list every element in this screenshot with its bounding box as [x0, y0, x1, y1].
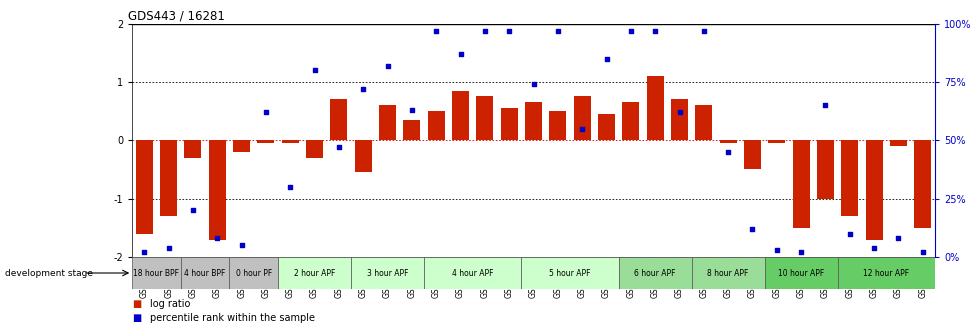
Text: 8 hour APF: 8 hour APF [707, 268, 748, 278]
Bar [208, 140, 226, 240]
Bar [792, 140, 809, 228]
Bar [837, 257, 934, 289]
Point [209, 236, 225, 241]
Text: 2 hour APF: 2 hour APF [293, 268, 334, 278]
Bar [136, 140, 153, 234]
Bar [691, 257, 764, 289]
Bar [521, 257, 618, 289]
Bar [351, 257, 423, 289]
Point [331, 144, 346, 150]
Bar [282, 140, 298, 143]
Bar [452, 91, 468, 140]
Point [866, 245, 881, 250]
Point [695, 28, 711, 33]
Bar [132, 257, 181, 289]
Bar [331, 99, 347, 140]
Point [404, 107, 420, 113]
Bar [500, 108, 517, 140]
Bar [306, 140, 323, 158]
Point [622, 28, 638, 33]
Point [428, 28, 444, 33]
Bar [865, 140, 882, 240]
Point [234, 243, 249, 248]
Bar [476, 96, 493, 140]
Text: 10 hour APF: 10 hour APF [778, 268, 823, 278]
Point [306, 68, 322, 73]
Bar [913, 140, 930, 228]
Point [792, 250, 808, 255]
Point [841, 231, 857, 237]
Bar [719, 140, 735, 143]
Bar [816, 140, 833, 199]
Point [768, 247, 783, 253]
Bar [257, 140, 274, 143]
Point [599, 56, 614, 61]
Bar [181, 257, 229, 289]
Text: GDS443 / 16281: GDS443 / 16281 [128, 9, 225, 23]
Point [574, 126, 590, 131]
Bar [278, 257, 351, 289]
Bar [573, 96, 590, 140]
Bar [160, 140, 177, 216]
Bar [694, 105, 712, 140]
Point [671, 110, 687, 115]
Point [525, 82, 541, 87]
Bar [403, 120, 420, 140]
Bar [524, 102, 542, 140]
Point [452, 51, 467, 56]
Bar [618, 257, 691, 289]
Point [185, 208, 200, 213]
Point [258, 110, 274, 115]
Text: 6 hour APF: 6 hour APF [634, 268, 675, 278]
Text: ■: ■ [132, 312, 141, 323]
Point [160, 245, 176, 250]
Text: development stage: development stage [5, 268, 93, 278]
Bar [549, 111, 566, 140]
Bar [889, 140, 906, 146]
Bar [427, 111, 444, 140]
Text: 0 hour PF: 0 hour PF [236, 268, 272, 278]
Bar [423, 257, 521, 289]
Bar [354, 140, 372, 172]
Text: ■: ■ [132, 299, 141, 309]
Bar [598, 114, 614, 140]
Text: 3 hour APF: 3 hour APF [367, 268, 408, 278]
Point [890, 236, 906, 241]
Bar [764, 257, 837, 289]
Text: percentile rank within the sample: percentile rank within the sample [150, 312, 315, 323]
Point [283, 184, 298, 190]
Point [476, 28, 492, 33]
Bar [840, 140, 858, 216]
Text: 4 hour BPF: 4 hour BPF [184, 268, 226, 278]
Point [501, 28, 516, 33]
Text: 18 hour BPF: 18 hour BPF [133, 268, 179, 278]
Point [550, 28, 565, 33]
Point [136, 250, 152, 255]
Point [744, 226, 760, 232]
Point [914, 250, 930, 255]
Text: 4 hour APF: 4 hour APF [452, 268, 493, 278]
Point [355, 86, 371, 92]
Point [817, 102, 832, 108]
Bar [743, 140, 760, 169]
Text: log ratio: log ratio [150, 299, 190, 309]
Bar [622, 102, 639, 140]
Bar [378, 105, 396, 140]
Bar [229, 257, 278, 289]
Bar [233, 140, 250, 152]
Point [646, 28, 662, 33]
Point [379, 63, 395, 68]
Text: 5 hour APF: 5 hour APF [549, 268, 590, 278]
Bar [768, 140, 784, 143]
Point [720, 149, 735, 155]
Bar [670, 99, 688, 140]
Bar [646, 76, 663, 140]
Bar [184, 140, 201, 158]
Text: 12 hour APF: 12 hour APF [863, 268, 909, 278]
